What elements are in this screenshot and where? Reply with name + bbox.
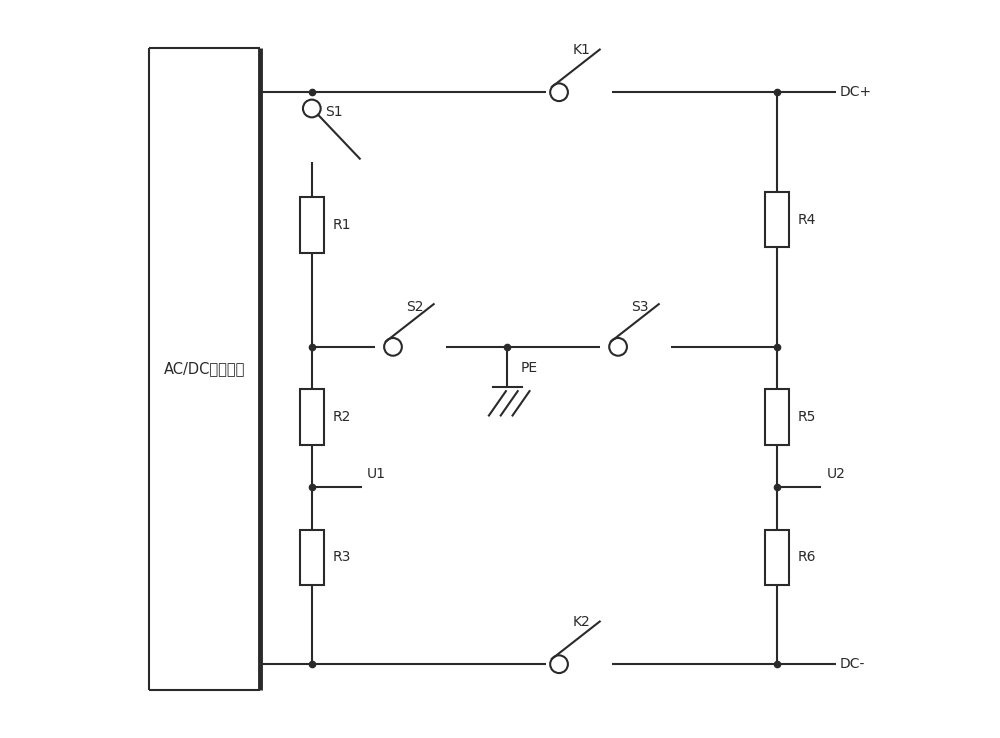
Text: K1: K1 bbox=[572, 43, 590, 57]
Text: R1: R1 bbox=[332, 218, 351, 232]
Bar bbox=[765, 192, 789, 247]
Text: S3: S3 bbox=[631, 300, 649, 314]
Bar bbox=[300, 389, 324, 444]
Text: K2: K2 bbox=[572, 615, 590, 629]
Text: R5: R5 bbox=[797, 410, 816, 424]
Text: R6: R6 bbox=[797, 551, 816, 564]
Text: DC+: DC+ bbox=[839, 86, 872, 99]
Text: R2: R2 bbox=[332, 410, 351, 424]
Bar bbox=[300, 530, 324, 584]
Bar bbox=[765, 389, 789, 444]
Text: R3: R3 bbox=[332, 551, 351, 564]
Text: R4: R4 bbox=[797, 213, 816, 227]
Text: PE: PE bbox=[521, 361, 538, 374]
Text: AC/DC电源模块: AC/DC电源模块 bbox=[164, 362, 245, 376]
Text: DC-: DC- bbox=[839, 658, 865, 671]
Text: S1: S1 bbox=[325, 106, 343, 119]
Bar bbox=[765, 530, 789, 584]
Bar bbox=[300, 197, 324, 252]
Text: U2: U2 bbox=[827, 467, 846, 481]
Text: U1: U1 bbox=[367, 467, 386, 481]
Text: S2: S2 bbox=[406, 300, 424, 314]
